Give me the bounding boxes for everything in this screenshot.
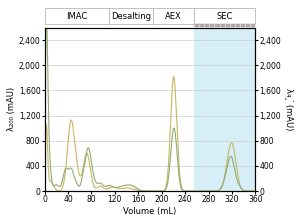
FancyBboxPatch shape	[45, 8, 109, 24]
FancyBboxPatch shape	[194, 24, 255, 27]
Text: IMAC: IMAC	[66, 12, 88, 21]
Text: SEC: SEC	[216, 12, 233, 21]
FancyBboxPatch shape	[109, 8, 153, 24]
Bar	[194, 28, 255, 191]
Y-axis label: λ₂₀₀ (mAU): λ₂₀₀ (mAU)	[7, 87, 16, 131]
Text: AEX: AEX	[165, 12, 182, 21]
Text: Desalting: Desalting	[111, 12, 151, 21]
Y-axis label: λ₄‸‵ (mAU): λ₄‸‵ (mAU)	[284, 88, 293, 130]
X-axis label: Volume (mL): Volume (mL)	[123, 207, 177, 216]
FancyBboxPatch shape	[194, 8, 255, 24]
FancyBboxPatch shape	[153, 8, 194, 24]
